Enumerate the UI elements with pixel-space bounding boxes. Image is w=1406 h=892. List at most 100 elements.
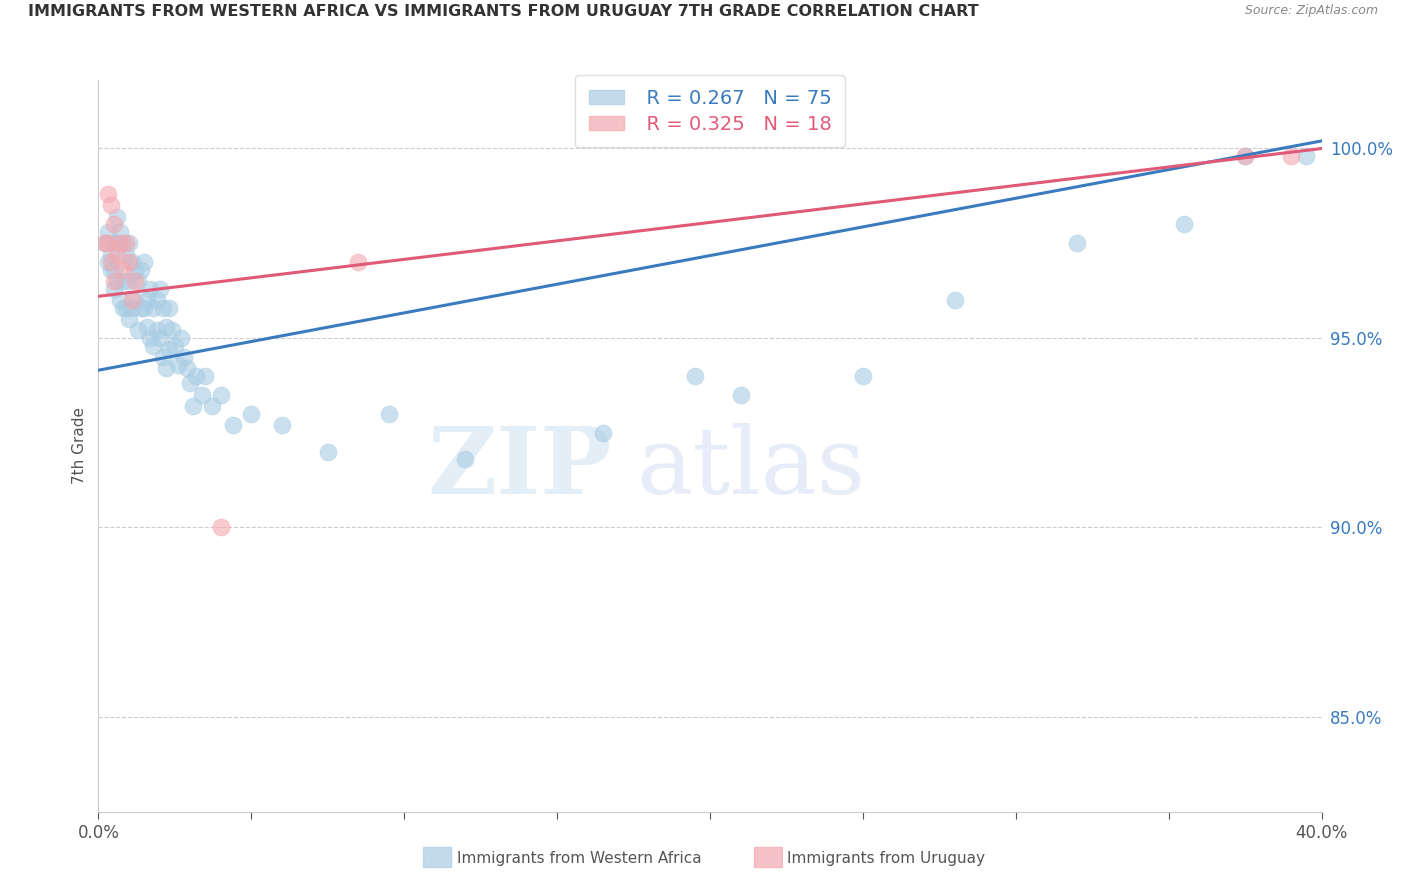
Point <box>124 262 146 277</box>
Point <box>97 255 120 269</box>
Point <box>592 425 614 440</box>
Point <box>157 343 180 357</box>
Point <box>111 274 134 288</box>
Point <box>97 236 120 251</box>
Y-axis label: 7th Grade: 7th Grade <box>72 408 87 484</box>
Point <box>316 444 339 458</box>
Point <box>100 262 122 277</box>
Point <box>100 255 122 269</box>
Point <box>118 312 141 326</box>
Point <box>149 331 172 345</box>
Point <box>943 293 966 307</box>
Point <box>103 282 125 296</box>
Point <box>121 293 143 307</box>
Point <box>97 186 120 201</box>
Text: Immigrants from Western Africa: Immigrants from Western Africa <box>457 851 702 866</box>
Point <box>852 368 875 383</box>
Point <box>160 323 183 337</box>
Point <box>121 301 143 315</box>
Point <box>163 338 186 352</box>
Point <box>118 236 141 251</box>
Point <box>115 301 138 315</box>
Point <box>1066 236 1088 251</box>
Point <box>105 274 128 288</box>
Point <box>127 323 149 337</box>
Point <box>1279 149 1302 163</box>
Point <box>1295 149 1317 163</box>
Point <box>118 255 141 269</box>
Point <box>127 274 149 288</box>
Point <box>191 388 214 402</box>
Point <box>115 236 138 251</box>
Point <box>118 274 141 288</box>
Text: ZIP: ZIP <box>427 423 612 513</box>
Point <box>186 368 208 383</box>
Point <box>149 282 172 296</box>
Text: Immigrants from Uruguay: Immigrants from Uruguay <box>787 851 986 866</box>
Point <box>134 255 156 269</box>
Point <box>222 418 245 433</box>
Point <box>111 301 134 315</box>
Point <box>1173 217 1195 231</box>
Point <box>121 255 143 269</box>
Point <box>240 407 263 421</box>
Point <box>194 368 217 383</box>
Point <box>129 262 152 277</box>
Point <box>108 236 131 251</box>
Legend:   R = 0.267   N = 75,   R = 0.325   N = 18: R = 0.267 N = 75, R = 0.325 N = 18 <box>575 75 845 147</box>
Point <box>270 418 292 433</box>
Point <box>176 361 198 376</box>
Point <box>167 358 190 372</box>
Point <box>173 350 195 364</box>
Point <box>145 293 167 307</box>
Point <box>683 368 706 383</box>
Point <box>200 399 222 413</box>
Text: IMMIGRANTS FROM WESTERN AFRICA VS IMMIGRANTS FROM URUGUAY 7TH GRADE CORRELATION : IMMIGRANTS FROM WESTERN AFRICA VS IMMIGR… <box>28 4 979 20</box>
FancyBboxPatch shape <box>423 847 451 867</box>
Point <box>152 350 174 364</box>
Point <box>103 236 125 251</box>
Point <box>124 274 146 288</box>
FancyBboxPatch shape <box>754 847 782 867</box>
Point <box>105 247 128 261</box>
Point <box>139 282 162 296</box>
Point <box>124 293 146 307</box>
Point <box>730 388 752 402</box>
Point <box>378 407 401 421</box>
Point <box>139 331 162 345</box>
Point <box>105 236 128 251</box>
Point <box>134 301 156 315</box>
Point <box>209 520 232 534</box>
Point <box>179 376 201 391</box>
Point <box>170 331 193 345</box>
Point <box>181 399 204 413</box>
Point <box>93 236 115 251</box>
Point <box>97 225 120 239</box>
Point <box>93 236 115 251</box>
Point <box>105 210 128 224</box>
Point <box>136 293 159 307</box>
Point <box>115 247 138 261</box>
Point <box>100 247 122 261</box>
Point <box>155 361 177 376</box>
Point <box>145 323 167 337</box>
Point <box>152 301 174 315</box>
Point <box>103 274 125 288</box>
Point <box>108 225 131 239</box>
Point <box>111 236 134 251</box>
Text: Source: ZipAtlas.com: Source: ZipAtlas.com <box>1244 4 1378 18</box>
Point <box>142 338 165 352</box>
Point <box>347 255 370 269</box>
Point <box>108 293 131 307</box>
Point <box>157 301 180 315</box>
Point <box>454 452 477 467</box>
Point <box>103 217 125 231</box>
Point <box>111 262 134 277</box>
Text: atlas: atlas <box>637 423 866 513</box>
Point <box>155 319 177 334</box>
Point <box>136 319 159 334</box>
Point <box>100 198 122 212</box>
Point <box>129 301 152 315</box>
Point <box>1234 149 1257 163</box>
Point <box>1234 149 1257 163</box>
